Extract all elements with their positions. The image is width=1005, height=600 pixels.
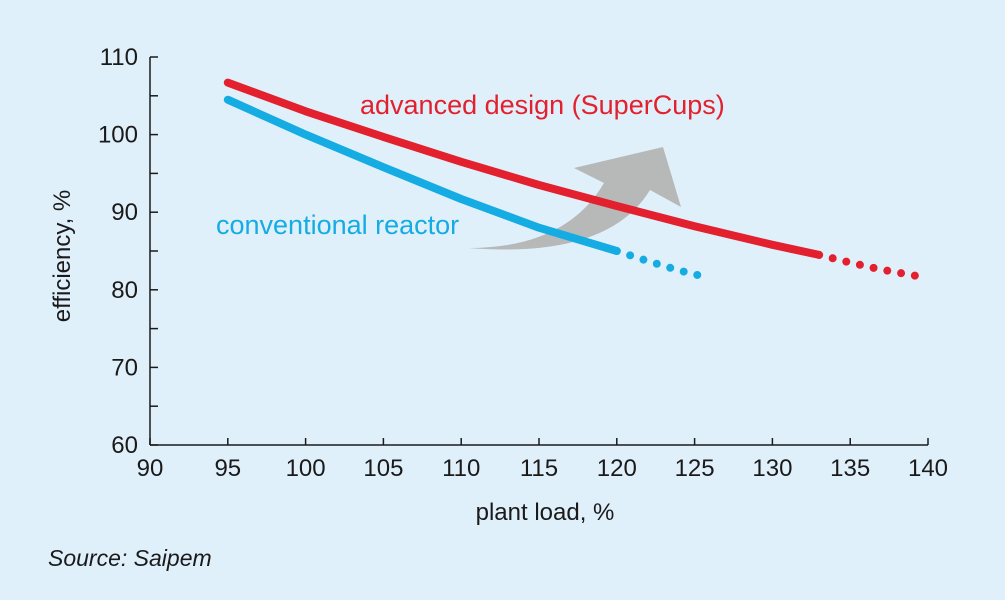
x-tick-label: 135 (830, 455, 870, 482)
x-tick-label: 130 (752, 455, 792, 482)
y-tick-label: 110 (100, 44, 138, 71)
y-tick-label: 60 (111, 432, 138, 459)
conventional-series-label: conventional reactor (216, 210, 459, 240)
series-group (223, 78, 925, 282)
y-axis-title: efficiency, % (49, 190, 76, 323)
x-tick-label: 120 (597, 455, 637, 482)
x-tick-label: 100 (286, 455, 326, 482)
arrow-shape (468, 147, 681, 250)
advanced-series-label: advanced design (SuperCups) (360, 90, 725, 120)
x-axis-title: plant load, % (476, 499, 615, 526)
axes: 90 95 100 105 110 115 120 125 130 135 140 60 70 80 90 1… (49, 44, 948, 526)
improvement-arrow (468, 147, 681, 250)
y-tick-label: 80 (111, 277, 138, 304)
y-tick-label: 90 (111, 199, 138, 226)
x-tick-label: 105 (363, 455, 403, 482)
labels-group: advanced design (SuperCups) conventional … (216, 90, 725, 240)
x-tick-label: 125 (675, 455, 715, 482)
advanced-dotted-line (815, 250, 925, 281)
conventional-solid-line (223, 95, 621, 255)
x-tick-label: 115 (520, 455, 558, 482)
x-tick-label: 95 (214, 455, 241, 482)
y-tick-label: 70 (111, 354, 138, 381)
x-tick-label: 140 (908, 455, 948, 482)
x-tick-label: 110 (442, 455, 480, 482)
source-note: Source: Saipem (48, 545, 212, 571)
y-tick-label: 100 (98, 122, 138, 149)
x-tick-label: 90 (137, 455, 164, 482)
conventional-dotted-line (612, 247, 711, 282)
advanced-solid-line (223, 78, 824, 259)
